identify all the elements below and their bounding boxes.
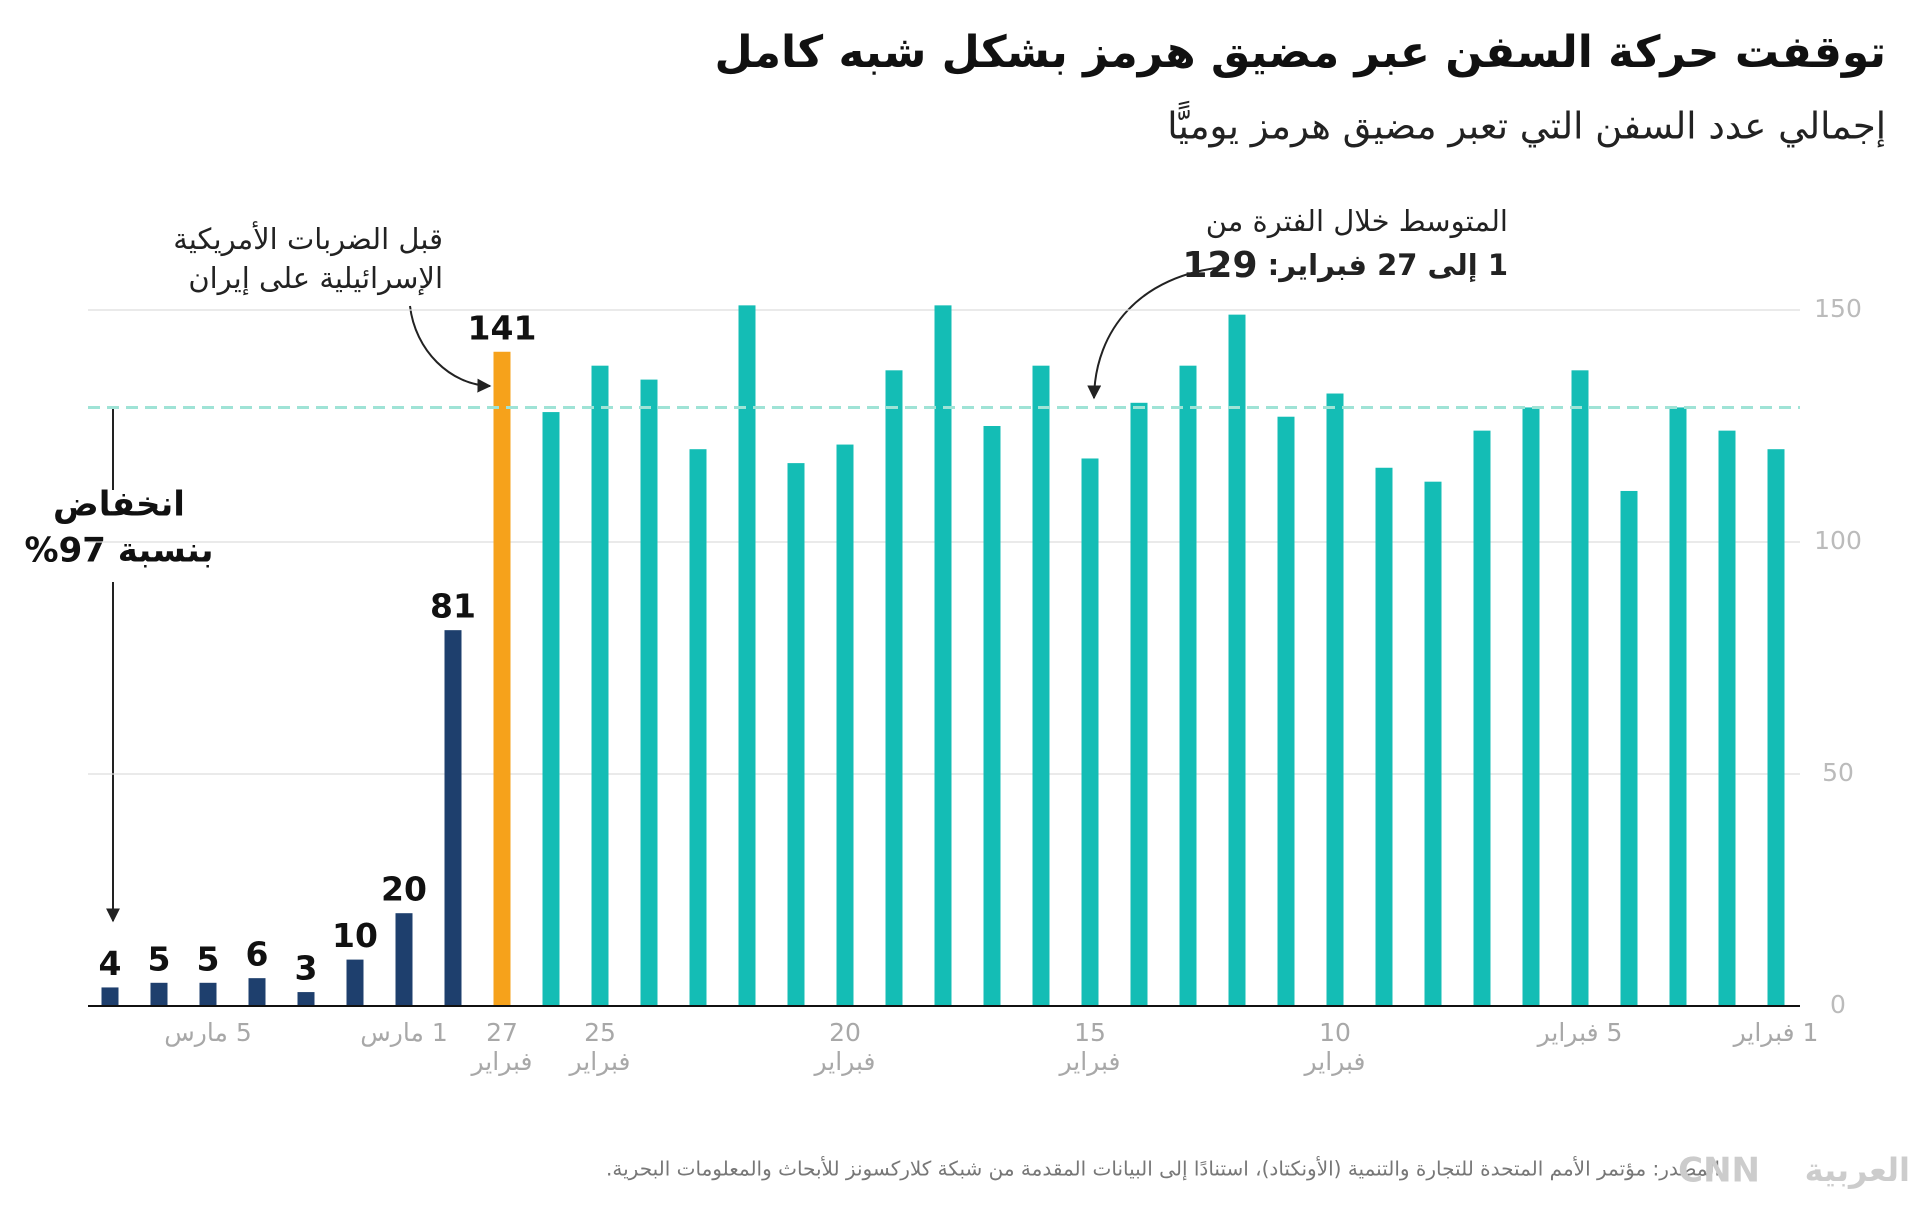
bar [1179, 365, 1197, 1006]
bar [1473, 430, 1491, 1006]
y-tick-label: 0 [1830, 990, 1846, 1019]
bar [836, 444, 854, 1006]
arrow [1087, 266, 1226, 400]
value-label: 20 [381, 870, 427, 909]
x-tick-label: 15 فبراير [1059, 1018, 1121, 1076]
annotation: انخفاض [53, 485, 185, 525]
arrow [409, 305, 492, 393]
chart-subtitle: إجمالي عدد السفن التي تعبر مضيق هرمز يوم… [1167, 100, 1886, 147]
annotation: بنسبة 97% [25, 531, 214, 571]
value-label: 3 [295, 949, 318, 988]
average-value: 129 [1182, 245, 1257, 286]
value-label: 81 [430, 587, 476, 626]
y-tick-label: 150 [1814, 294, 1862, 323]
bar [738, 305, 756, 1006]
bar [1375, 467, 1393, 1006]
bar [787, 463, 805, 1006]
x-tick-label: 25 فبراير [569, 1018, 631, 1076]
annotation: الإسرائيلية على إيران [188, 261, 443, 296]
bar [346, 959, 364, 1006]
bar [1571, 370, 1589, 1006]
x-tick-label: 20 فبراير [814, 1018, 876, 1076]
x-tick-label: 27 فبراير [471, 1018, 533, 1076]
logo: العربية [1805, 1151, 1910, 1189]
annotation: 1 إلى 27 فبراير: [1268, 248, 1508, 283]
bar [1620, 490, 1638, 1007]
bar [1767, 449, 1785, 1006]
annotation: المتوسط خلال الفترة من [1206, 204, 1508, 238]
value-label: 10 [332, 916, 378, 955]
value-label: 5 [148, 939, 171, 978]
bar [199, 982, 217, 1006]
value-label: 141 [468, 308, 537, 347]
value-label: 6 [246, 935, 269, 974]
bar [1424, 481, 1442, 1006]
value-label: 4 [99, 944, 122, 983]
value-label: 5 [197, 939, 220, 978]
annotation: 1 إلى 27 فبراير: 129 [1182, 245, 1508, 286]
bar [885, 370, 903, 1006]
bar [1326, 393, 1344, 1006]
bar [1130, 402, 1148, 1006]
chart-title: توقفت حركة السفن عبر مضيق هرمز بشكل شبه … [715, 27, 1887, 78]
bar [1081, 458, 1099, 1007]
bar [934, 305, 952, 1006]
bar [983, 426, 1001, 1006]
bar [150, 982, 168, 1006]
annotation: قبل الضربات الأمريكية [173, 220, 443, 256]
bar [1669, 407, 1687, 1006]
bar [1277, 416, 1295, 1007]
bar [297, 992, 315, 1006]
y-tick-label: 50 [1822, 758, 1854, 787]
source: المصدر: مؤتمر الأمم المتحدة للتجارة والت… [606, 1157, 1720, 1182]
bar [1228, 314, 1246, 1006]
x-tick-label: 5 مارس [164, 1018, 252, 1047]
x-tick-label: 1 مارس [360, 1018, 448, 1047]
bar [591, 365, 609, 1006]
logo: CNN [1678, 1151, 1760, 1191]
bar [444, 630, 462, 1006]
bar [248, 978, 266, 1006]
bar [395, 913, 413, 1006]
bar [640, 379, 658, 1007]
y-tick-label: 100 [1814, 526, 1862, 555]
bar [542, 412, 560, 1007]
x-tick-label: 1 فبراير [1733, 1018, 1819, 1047]
x-tick-label: 10 فبراير [1304, 1018, 1366, 1076]
bar [1718, 430, 1736, 1006]
bar [689, 449, 707, 1006]
bar [493, 351, 511, 1006]
bar [1522, 407, 1540, 1006]
bar [101, 987, 119, 1006]
x-tick-label: 5 فبراير [1537, 1018, 1623, 1047]
bar [1032, 365, 1050, 1006]
